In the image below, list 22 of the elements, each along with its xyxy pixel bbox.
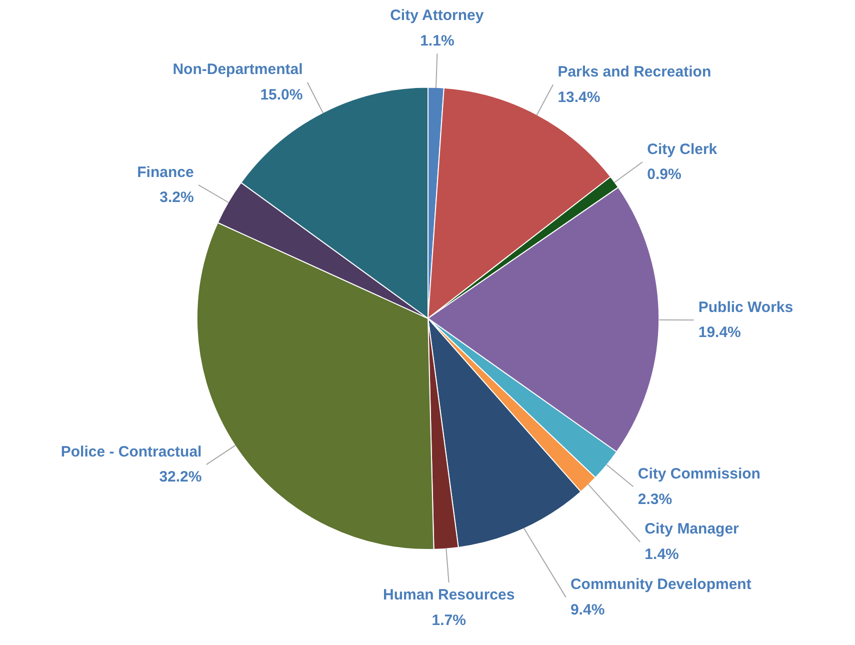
slice-label: City Manager <box>644 520 740 538</box>
slice-label: City Clerk <box>647 140 718 158</box>
slice-label: Human Resources <box>382 586 515 604</box>
slice-label: Police - Contractual <box>60 443 202 460</box>
slice-label: Non-Departmental <box>172 61 303 78</box>
slice-label: Community Development <box>570 576 752 594</box>
slice-label: City Commission <box>638 465 760 482</box>
data-label: 0.9% <box>647 166 682 184</box>
data-label: 13.4% <box>558 88 600 106</box>
data-label: 32.2% <box>159 468 202 486</box>
data-label: 9.4% <box>570 601 605 618</box>
data-label: 1.7% <box>432 612 466 629</box>
slice-label: Public Works <box>698 298 794 316</box>
data-label: 19.4% <box>698 324 741 342</box>
data-label: 1.4% <box>644 546 679 564</box>
slice-label: Finance <box>137 164 194 181</box>
data-label: 3.2% <box>160 189 194 206</box>
data-label: 1.1% <box>420 32 454 50</box>
data-label: 15.0% <box>260 86 303 104</box>
data-label: 2.3% <box>638 490 672 508</box>
slice-label: Parks and Recreation <box>558 63 712 80</box>
slice-label: City Attorney <box>390 7 484 24</box>
